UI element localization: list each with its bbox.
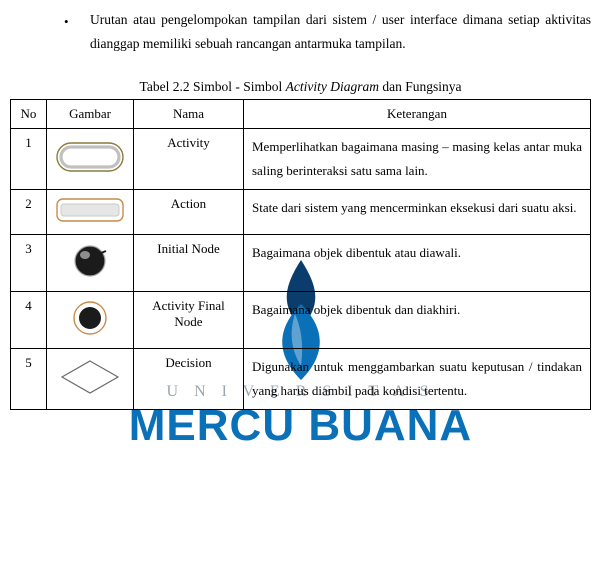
bullet-dot-icon: • bbox=[64, 10, 69, 33]
table-header-row: No Gambar Nama Keterangan bbox=[11, 99, 591, 128]
activity-shape-icon bbox=[55, 140, 125, 174]
cell-ket: Digunakan untuk menggambarkan suatu kepu… bbox=[244, 348, 591, 409]
cell-nama: Activity Final Node bbox=[134, 291, 244, 348]
col-nama: Nama bbox=[134, 99, 244, 128]
cell-nama: Decision bbox=[134, 348, 244, 409]
cell-gambar bbox=[47, 189, 134, 234]
action-shape-icon bbox=[55, 196, 125, 224]
cell-ket: Memperlihatkan bagaimana masing – masing… bbox=[244, 128, 591, 189]
bullet-paragraph: • Urutan atau pengelompokan tampilan dar… bbox=[0, 0, 601, 65]
col-gambar: Gambar bbox=[47, 99, 134, 128]
cell-ket: Bagaimana objek dibentuk dan diakhiri. bbox=[244, 291, 591, 348]
col-no: No bbox=[11, 99, 47, 128]
initial-node-icon bbox=[70, 241, 110, 281]
table-row: 3 Initial Node Bagaimana objek dibentuk … bbox=[11, 234, 591, 291]
cell-no: 5 bbox=[11, 348, 47, 409]
cell-no: 2 bbox=[11, 189, 47, 234]
table-caption: Tabel 2.2 Simbol - Simbol Activity Diagr… bbox=[0, 79, 601, 95]
final-node-icon bbox=[70, 298, 110, 338]
cell-gambar bbox=[47, 234, 134, 291]
cell-nama: Activity bbox=[134, 128, 244, 189]
symbols-table: No Gambar Nama Keterangan 1 Activity bbox=[10, 99, 591, 410]
cell-gambar bbox=[47, 291, 134, 348]
bullet-text: Urutan atau pengelompokan tampilan dari … bbox=[90, 12, 591, 51]
cell-gambar bbox=[47, 348, 134, 409]
table-row: 5 Decision Digunakan untuk menggambarkan… bbox=[11, 348, 591, 409]
caption-italic: Activity Diagram bbox=[286, 79, 379, 94]
table-row: 2 Action State dari sistem yang mencermi… bbox=[11, 189, 591, 234]
cell-no: 1 bbox=[11, 128, 47, 189]
decision-shape-icon bbox=[58, 357, 122, 397]
cell-no: 4 bbox=[11, 291, 47, 348]
cell-ket: Bagaimana objek dibentuk atau diawali. bbox=[244, 234, 591, 291]
col-keterangan: Keterangan bbox=[244, 99, 591, 128]
cell-nama: Action bbox=[134, 189, 244, 234]
table-row: 1 Activity Memperlihatkan bagaimana masi… bbox=[11, 128, 591, 189]
caption-prefix: Tabel 2.2 Simbol - Simbol bbox=[140, 79, 286, 94]
cell-no: 3 bbox=[11, 234, 47, 291]
cell-ket: State dari sistem yang mencerminkan ekse… bbox=[244, 189, 591, 234]
table-row: 4 Activity Final Node Bagaimana objek di… bbox=[11, 291, 591, 348]
cell-gambar bbox=[47, 128, 134, 189]
caption-suffix: dan Fungsinya bbox=[379, 79, 462, 94]
cell-nama: Initial Node bbox=[134, 234, 244, 291]
